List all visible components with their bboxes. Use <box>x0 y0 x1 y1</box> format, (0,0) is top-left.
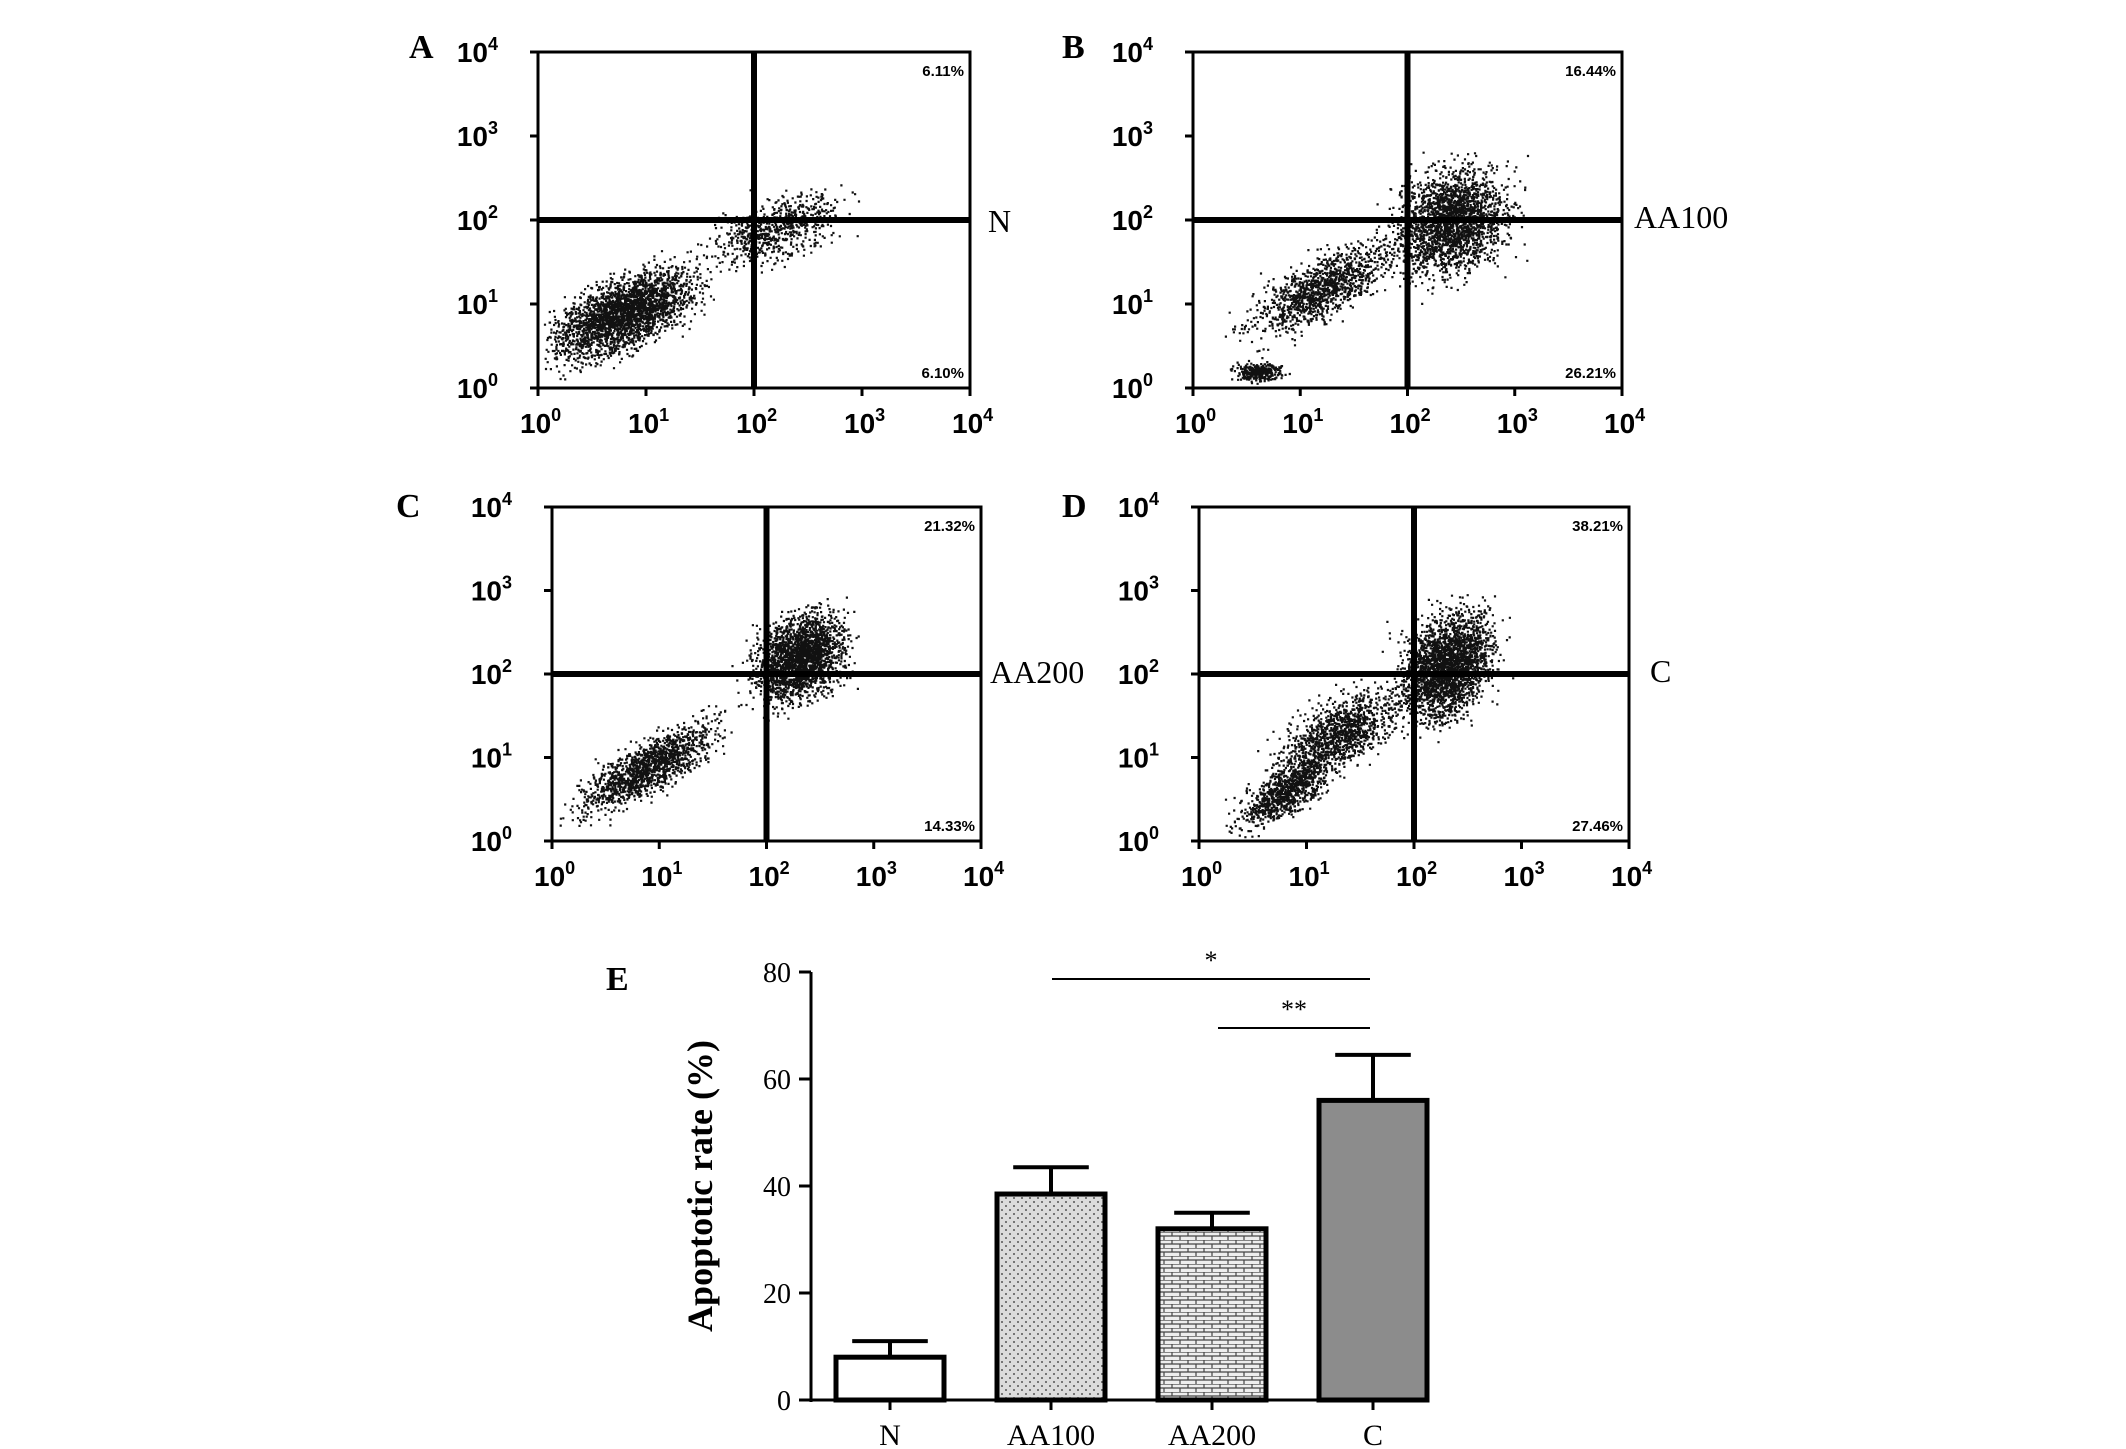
x-tick-label: AA200 <box>1168 1419 1256 1449</box>
quadrant-lower-right-percent: 27.46% <box>1572 818 1623 835</box>
scatter-points <box>543 184 861 381</box>
y-tick-label: 103 <box>471 573 512 607</box>
x-tick-label: 102 <box>736 405 777 439</box>
significance-label: ** <box>1281 995 1307 1024</box>
panel-letter: A <box>409 29 434 66</box>
x-tick-label: 100 <box>534 858 575 892</box>
y-tick-label: 104 <box>1112 34 1153 68</box>
flow-panel-a: A 6.11% 6.10% N 100 100 101 101 102 102 103 103 104 1… <box>409 29 1011 439</box>
x-tick-label: N <box>879 1419 901 1449</box>
significance-label: * <box>1205 946 1218 975</box>
event-dots <box>1224 594 1515 839</box>
sample-label: N <box>988 203 1011 239</box>
y-tick-label: 0 <box>777 1386 791 1417</box>
x-tick-label: 102 <box>749 858 790 892</box>
x-tick-label: 101 <box>628 405 669 439</box>
y-tick-label: 103 <box>457 118 498 152</box>
quadrant-upper-right-percent: 38.21% <box>1572 518 1623 535</box>
event-dots <box>1224 151 1530 385</box>
y-tick-label: 102 <box>471 656 512 690</box>
y-tick-label: 80 <box>763 958 791 989</box>
x-tick-label: AA100 <box>1007 1419 1095 1449</box>
scatter-points <box>1224 151 1530 385</box>
quadrant-lower-right-percent: 14.33% <box>924 818 975 835</box>
y-tick-label: 40 <box>763 1172 791 1203</box>
x-tick-label: 103 <box>844 405 885 439</box>
y-tick-label: 104 <box>471 489 512 523</box>
y-tick-label: 101 <box>471 740 512 774</box>
y-tick-label: 104 <box>457 34 498 68</box>
y-tick-label: 60 <box>763 1065 791 1096</box>
x-tick-label: C <box>1363 1419 1383 1449</box>
scatter-points <box>1224 594 1515 839</box>
panel-letter: D <box>1062 488 1087 525</box>
bar-c <box>1316 1097 1430 1403</box>
x-tick-label: 104 <box>963 858 1004 892</box>
panel-letter: C <box>396 488 421 525</box>
x-tick-label: 104 <box>1604 405 1645 439</box>
y-tick-label: 100 <box>457 370 498 404</box>
y-tick-label: 103 <box>1112 118 1153 152</box>
panel-letter: E <box>606 961 629 998</box>
y-tick-label: 102 <box>457 202 498 236</box>
x-tick-label: 104 <box>1611 858 1652 892</box>
flow-panel-b: B 16.44% 26.21% AA100 100 100 101 101 102 102 103 1… <box>1062 29 1728 439</box>
y-tick-label: 104 <box>1118 489 1159 523</box>
x-tick-label: 104 <box>952 405 993 439</box>
y-tick-label: 102 <box>1118 656 1159 690</box>
x-tick-label: 101 <box>1282 405 1323 439</box>
y-tick-label: 20 <box>763 1279 791 1310</box>
bar-n <box>833 1354 947 1403</box>
quadrant-lower-right-percent: 26.21% <box>1565 365 1616 382</box>
y-axis-label: Apoptotic rate (%) <box>680 1040 720 1332</box>
sample-label: AA200 <box>990 654 1084 690</box>
bar-chart-e: E Apoptotic rate (%) 0 20 40 60 80 N AA100 AA200 C… <box>606 946 1430 1449</box>
y-tick-label: 100 <box>471 823 512 857</box>
panel-letter: B <box>1062 29 1085 66</box>
flow-panel-d: D 38.21% 27.46% C 100 100 101 101 102 102 103 103 10… <box>1062 488 1671 892</box>
y-tick-label: 101 <box>1118 740 1159 774</box>
x-tick-label: 100 <box>1181 858 1222 892</box>
quadrant-lower-right-percent: 6.10% <box>921 365 964 382</box>
y-tick-label: 100 <box>1118 823 1159 857</box>
event-dots <box>559 596 860 827</box>
event-dots <box>543 184 861 381</box>
x-tick-label: 102 <box>1396 858 1437 892</box>
y-tick-label: 103 <box>1118 573 1159 607</box>
quadrant-upper-right-percent: 6.11% <box>922 63 964 80</box>
sample-label: C <box>1650 653 1671 689</box>
flow-panel-c: C 21.32% 14.33% AA200 100 100 101 101 102 102 103 1… <box>396 488 1084 892</box>
x-tick-label: 103 <box>1504 858 1545 892</box>
quadrant-upper-right-percent: 21.32% <box>924 518 975 535</box>
x-tick-label: 103 <box>1497 405 1538 439</box>
bar-aa200 <box>1155 1226 1269 1403</box>
y-tick-label: 101 <box>1112 286 1153 320</box>
sample-label: AA100 <box>1634 199 1728 235</box>
x-tick-label: 100 <box>1175 405 1216 439</box>
y-tick-label: 101 <box>457 286 498 320</box>
x-tick-label: 101 <box>1289 858 1330 892</box>
x-tick-label: 103 <box>856 858 897 892</box>
x-tick-label: 102 <box>1390 405 1431 439</box>
y-tick-label: 102 <box>1112 202 1153 236</box>
quadrant-upper-right-percent: 16.44% <box>1565 63 1616 80</box>
y-tick-label: 100 <box>1112 370 1153 404</box>
x-tick-label: 101 <box>641 858 682 892</box>
bar-aa100 <box>994 1191 1108 1403</box>
x-tick-label: 100 <box>520 405 561 439</box>
scatter-points <box>559 596 860 827</box>
